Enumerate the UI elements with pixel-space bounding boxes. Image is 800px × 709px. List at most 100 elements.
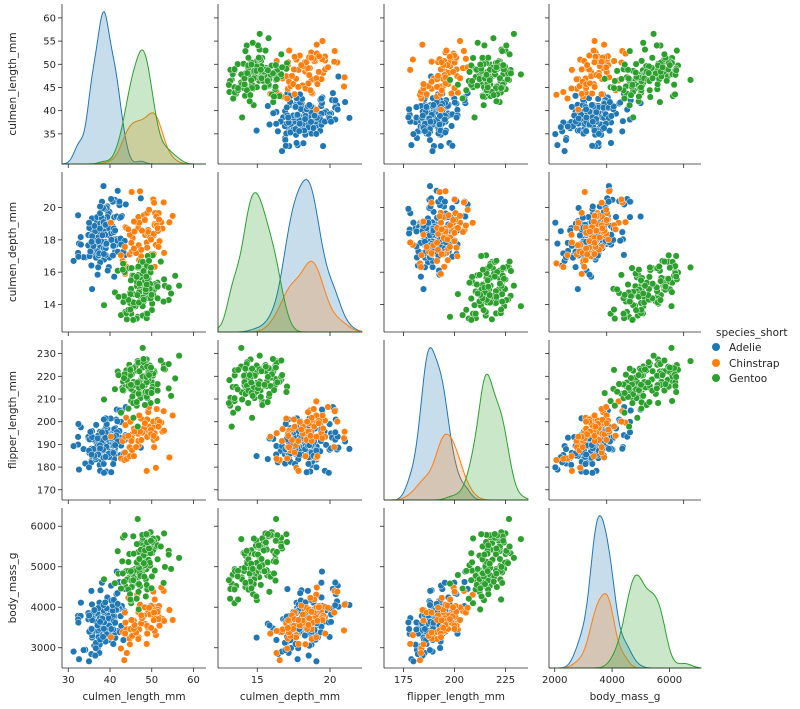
point-chinstrap-28 <box>621 218 630 226</box>
y-tick-label-flipper_length_mm: 200 <box>37 417 56 428</box>
point-gentoo-38 <box>175 352 183 360</box>
point-gentoo-44 <box>171 272 179 280</box>
point-adelie-73 <box>618 228 626 236</box>
point-gentoo-117 <box>147 291 156 299</box>
point-chinstrap-31 <box>446 595 454 604</box>
point-adelie-19 <box>448 122 456 130</box>
point-chinstrap-2 <box>278 437 286 445</box>
point-chinstrap-66 <box>598 443 606 451</box>
point-gentoo-119 <box>249 565 257 573</box>
point-chinstrap-61 <box>127 239 135 247</box>
point-gentoo-113 <box>127 276 135 284</box>
point-chinstrap-29 <box>138 227 146 235</box>
point-chinstrap-66 <box>428 58 436 66</box>
point-adelie-68 <box>283 103 291 111</box>
point-chinstrap-57 <box>137 611 145 619</box>
point-gentoo-3 <box>118 557 126 565</box>
point-chinstrap-50 <box>582 418 590 426</box>
point-chinstrap-63 <box>141 216 149 224</box>
point-chinstrap-35 <box>605 187 613 195</box>
point-gentoo-91 <box>502 41 510 50</box>
point-chinstrap-42 <box>272 649 281 657</box>
point-gentoo-107 <box>246 371 254 379</box>
point-adelie-87 <box>616 237 624 245</box>
point-gentoo-100 <box>255 541 263 549</box>
point-gentoo-94 <box>121 531 129 539</box>
point-adelie-18 <box>74 211 82 219</box>
point-chinstrap-34 <box>462 55 470 63</box>
point-chinstrap-55 <box>590 452 598 460</box>
point-gentoo-40 <box>229 94 237 103</box>
point-chinstrap-66 <box>598 199 606 207</box>
point-gentoo-40 <box>620 94 628 103</box>
point-gentoo-95 <box>497 306 505 314</box>
point-chinstrap-17 <box>117 251 125 259</box>
point-chinstrap-17 <box>283 644 291 653</box>
point-gentoo-105 <box>257 66 265 74</box>
point-gentoo-117 <box>476 61 484 69</box>
point-gentoo-111 <box>264 66 272 74</box>
point-adelie-144 <box>448 142 456 150</box>
x-tick-label-body_mass_g: 6000 <box>657 675 682 686</box>
point-gentoo-88 <box>243 86 251 94</box>
point-gentoo-106 <box>507 267 515 275</box>
point-gentoo-116 <box>157 542 165 551</box>
point-chinstrap-65 <box>438 86 446 94</box>
point-chinstrap-48 <box>297 602 305 610</box>
point-gentoo-108 <box>477 530 485 538</box>
point-chinstrap-62 <box>437 219 445 227</box>
point-adelie-125 <box>286 128 294 136</box>
point-chinstrap-7 <box>406 238 414 247</box>
point-adelie-57 <box>77 241 85 249</box>
point-chinstrap-34 <box>153 405 161 413</box>
point-gentoo-109 <box>270 569 278 577</box>
point-adelie-137 <box>85 219 93 227</box>
point-chinstrap-17 <box>563 251 572 259</box>
x-tick-label-culmen_length_mm: 40 <box>104 675 117 686</box>
point-adelie-117 <box>107 468 115 476</box>
point-gentoo-40 <box>459 94 467 103</box>
point-chinstrap-67 <box>145 604 153 612</box>
point-adelie-106 <box>605 198 613 206</box>
panel-culmen_depth_mm-vs-culmen_length_mm: 14 16 18 20 <box>43 172 206 336</box>
point-adelie-99 <box>592 108 600 116</box>
point-chinstrap-35 <box>341 601 349 609</box>
point-chinstrap-58 <box>583 61 591 69</box>
point-gentoo-109 <box>479 92 487 101</box>
point-adelie-143 <box>111 227 119 235</box>
point-adelie-117 <box>303 468 311 476</box>
legend-label-chinstrap: Chinstrap <box>729 358 780 370</box>
point-chinstrap-56 <box>586 228 594 236</box>
point-chinstrap-61 <box>591 239 599 247</box>
point-gentoo-114 <box>499 537 507 545</box>
panel-culmen_length_mm-vs-culmen_length_mm: 35 40 45 50 55 60 <box>43 4 206 168</box>
point-gentoo-116 <box>506 258 514 266</box>
point-gentoo-114 <box>666 364 674 372</box>
point-gentoo-113 <box>260 83 269 91</box>
point-gentoo-118 <box>649 280 657 288</box>
point-gentoo-102 <box>129 576 137 584</box>
point-chinstrap-56 <box>130 228 139 236</box>
point-adelie-135 <box>309 124 318 132</box>
point-chinstrap-3 <box>279 425 287 433</box>
point-adelie-122 <box>409 130 417 138</box>
point-gentoo-65 <box>663 77 671 85</box>
point-gentoo-84 <box>613 67 621 75</box>
point-gentoo-119 <box>639 289 647 298</box>
point-gentoo-99 <box>160 365 168 373</box>
point-gentoo-39 <box>160 275 168 283</box>
point-gentoo-38 <box>650 30 658 38</box>
point-chinstrap-32 <box>318 434 326 442</box>
point-gentoo-110 <box>486 560 494 568</box>
point-chinstrap-56 <box>586 79 594 87</box>
point-chinstrap-48 <box>297 61 305 69</box>
point-chinstrap-29 <box>592 227 600 235</box>
point-gentoo-84 <box>477 592 486 600</box>
point-adelie-104 <box>588 460 596 468</box>
point-gentoo-114 <box>499 264 507 272</box>
point-adelie-124 <box>441 198 449 206</box>
point-chinstrap-25 <box>552 91 560 99</box>
point-adelie-98 <box>92 644 100 652</box>
point-chinstrap-66 <box>428 609 436 617</box>
point-chinstrap-42 <box>417 263 425 271</box>
